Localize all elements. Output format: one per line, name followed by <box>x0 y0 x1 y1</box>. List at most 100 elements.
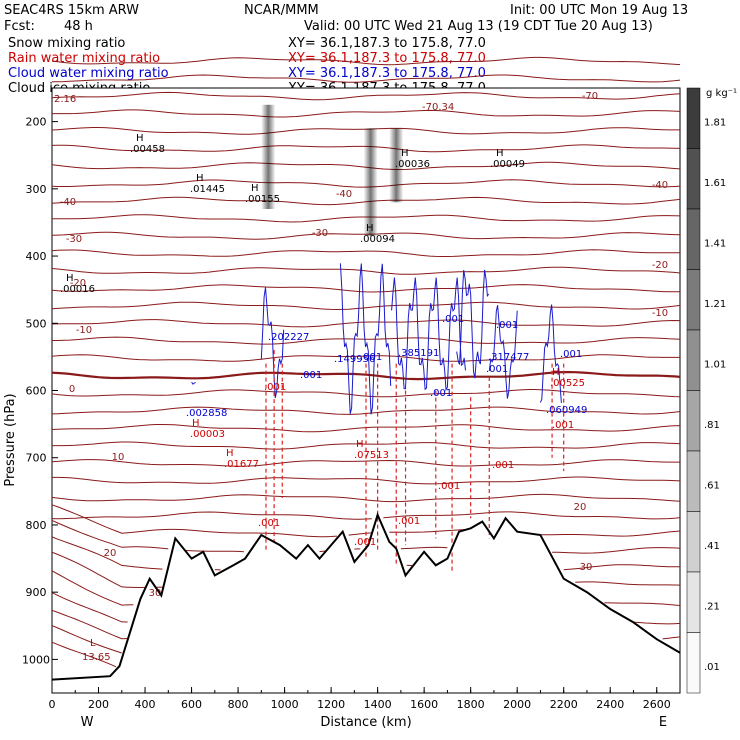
rain-high-marker: H <box>226 448 234 459</box>
axes: 0 200 400 600 800 1000 1200 1400 1600 1800 2000 220… <box>22 116 681 711</box>
isotherm <box>51 91 681 101</box>
direction-east: E <box>659 715 667 730</box>
rain-max-label: .00525 <box>550 378 585 389</box>
cloud-contour-label: .001 <box>442 314 464 325</box>
cloud-water-line <box>191 381 196 385</box>
cloud-water-line <box>456 269 490 379</box>
init-time: Init: 00 UTC Mon 19 Aug 13 <box>510 3 688 18</box>
snow-high-marker: H <box>66 273 74 284</box>
isotherm-label: -30 <box>66 234 82 245</box>
snow-max-label: .00155 <box>245 194 280 205</box>
field-cloudwater-xy: XY= 36.1,187.3 to 175.8, 77.0 <box>288 66 486 81</box>
isotherm-label: -40 <box>336 189 352 200</box>
snow-max-label: .00094 <box>360 234 395 245</box>
isotherm-0 <box>51 371 681 381</box>
isotherm <box>51 319 681 328</box>
isotherm <box>51 551 681 589</box>
x-tick-label: 800 <box>228 698 249 711</box>
x-tick-label: 2600 <box>643 698 671 711</box>
y-tick-label: 1000 <box>22 653 50 666</box>
isotherm-label: 0 <box>69 384 75 395</box>
isotherm-label: -20 <box>652 260 668 271</box>
snow-high-marker: H <box>136 133 144 144</box>
colorbar-label: .61 <box>704 481 720 492</box>
isotherm-label: 20 <box>574 502 587 513</box>
colorbar-label: 1.01 <box>704 360 726 371</box>
cloud-water-max-label: .060949 <box>546 405 587 416</box>
cloud-contour-label: .001 <box>560 349 582 360</box>
snow-column <box>389 128 404 203</box>
x-tick-label: 1600 <box>410 698 438 711</box>
snow-high-marker: H <box>251 183 259 194</box>
snow-max-label: .00016 <box>60 284 95 295</box>
org-label: NCAR/MMM <box>244 3 319 18</box>
cloud-water-contours <box>191 263 562 415</box>
isotherm <box>51 56 681 66</box>
isotherm-label: -10 <box>652 308 668 319</box>
cloud-water-max-label: .385191 <box>398 348 439 359</box>
cloud-contour-label: .001 <box>496 320 518 331</box>
colorbar-label: .81 <box>704 420 720 431</box>
snow-high-marker: H <box>496 148 504 159</box>
rain-contour-label: .001 <box>492 460 514 471</box>
rain-max-label: .07513 <box>354 450 389 461</box>
snow-max-label: .00458 <box>130 144 165 155</box>
field-snow-name: Snow mixing ratio <box>8 36 125 51</box>
fcst-label: Fcst: <box>4 19 35 34</box>
rain-contour-label: .001 <box>398 516 420 527</box>
cloud-water-line <box>539 304 562 404</box>
snow-high-marker: H <box>196 173 204 184</box>
isotherm-label: -10 <box>76 325 92 336</box>
field-cloudwater-name: Cloud water mixing ratio <box>8 66 169 81</box>
colorbar-segment <box>686 87 701 149</box>
snow-max-label: .00036 <box>395 159 430 170</box>
isotherm <box>51 504 681 538</box>
x-tick-label: 1200 <box>317 698 345 711</box>
colorbar: 1.81 1.61 1.41 1.21 1.01 .81 .61 .41 .21 .01 <box>686 87 726 694</box>
model-title: SEAC4RS 15km ARW <box>4 3 139 18</box>
colorbar-segment <box>686 148 701 210</box>
cloud-water-max-label: .202227 <box>268 332 309 343</box>
rain-high-marker: H <box>356 439 364 450</box>
isotherm-label: -40 <box>652 180 668 191</box>
x-tick-label: 0 <box>49 698 56 711</box>
y-axis-label: Pressure (hPa) <box>3 393 18 486</box>
colorbar-segment <box>686 208 701 270</box>
isotherm-label: -30 <box>312 228 328 239</box>
snow-max-label: .01445 <box>190 184 225 195</box>
colorbar-unit: g kg⁻¹ <box>706 88 737 99</box>
corner-temp-label: 2.16 <box>54 94 76 105</box>
isotherm-label: -40 <box>60 197 76 208</box>
y-tick-label: 800 <box>26 519 47 532</box>
terrain-line <box>51 512 681 681</box>
x-tick-label: 1000 <box>271 698 299 711</box>
x-tick-label: 2400 <box>596 698 624 711</box>
cloud-water-max-label: .317477 <box>488 352 529 363</box>
snow-column <box>363 128 378 236</box>
low-temp-label: 13.65 <box>82 652 111 663</box>
field-snow-xy: XY= 36.1,187.3 to 175.8, 77.0 <box>288 36 486 51</box>
cloud-contour-label: .001 <box>486 364 508 375</box>
isotherm <box>51 301 681 311</box>
snow-max-label: .00049 <box>490 159 525 170</box>
isotherm <box>51 249 681 257</box>
isotherm <box>51 570 681 606</box>
cloud-contour-label: .001 <box>300 370 322 381</box>
rain-contour-label: .001 <box>354 537 376 548</box>
field-rain-name: Rain water mixing ratio <box>8 51 160 66</box>
colorbar-label: .21 <box>704 602 720 613</box>
isotherm-label: 30 <box>580 562 593 573</box>
field-rain-xy: XY= 36.1,187.3 to 175.8, 77.0 <box>288 51 486 66</box>
x-tick-label: 600 <box>181 698 202 711</box>
snow-high-marker: H <box>366 223 374 234</box>
rain-contour-label: .001 <box>258 518 280 529</box>
isotherm <box>51 536 680 571</box>
isotherm <box>51 641 117 668</box>
colorbar-segment <box>686 511 701 573</box>
y-tick-label: 500 <box>26 317 47 330</box>
colorbar-segment <box>686 450 701 512</box>
isotherm <box>51 625 122 654</box>
colorbar-label: 1.61 <box>704 178 726 189</box>
valid-time: Valid: 00 UTC Wed 21 Aug 13 (19 CDT Tue … <box>304 19 653 34</box>
